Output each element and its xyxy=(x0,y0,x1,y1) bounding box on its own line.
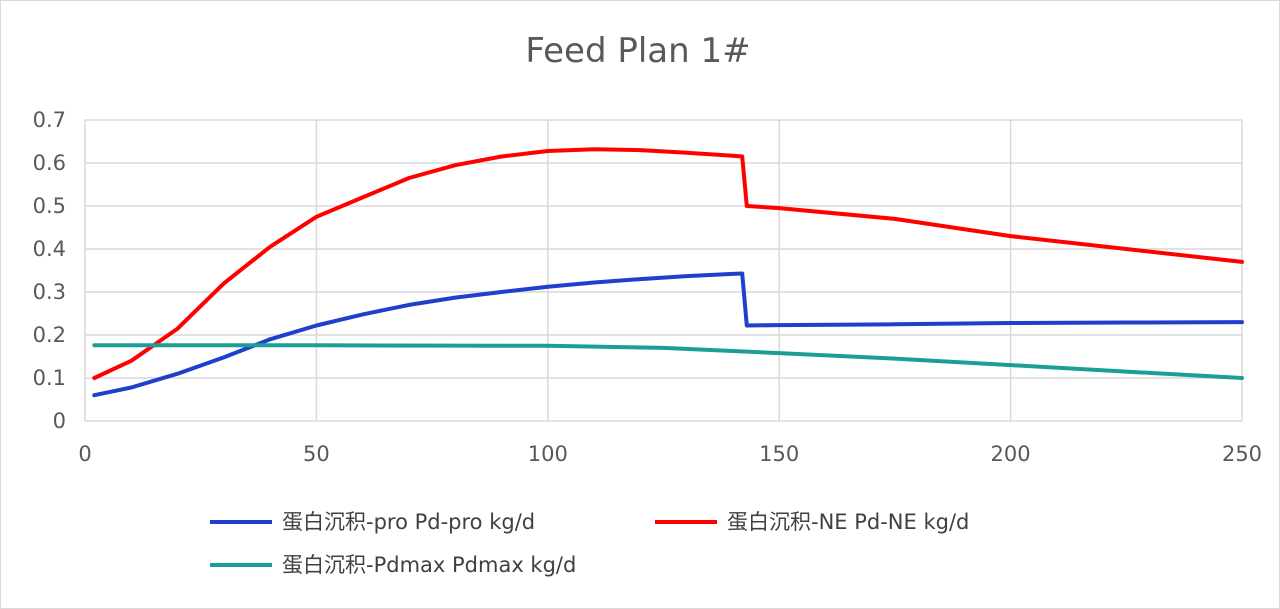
series-layer xyxy=(92,147,1244,398)
series-line-3 xyxy=(92,343,1244,380)
y-tick-label: 0.6 xyxy=(33,151,66,175)
series-line-1 xyxy=(92,271,1244,398)
y-tick-label: 0.7 xyxy=(33,108,66,132)
legend-label-2: 蛋白沉积-NE Pd-NE kg/d xyxy=(727,510,969,534)
tick-labels: 0 0.1 0.2 0.3 0.4 0.5 0.6 0.7 0 50 100 150 200 250 xyxy=(33,108,1262,466)
x-tick-label: 50 xyxy=(303,442,330,466)
legend-label-1: 蛋白沉积-pro Pd-pro kg/d xyxy=(282,510,535,534)
y-tick-label: 0.2 xyxy=(33,323,66,347)
series-line-2 xyxy=(92,147,1244,380)
chart-title: Feed Plan 1# xyxy=(525,31,750,71)
y-tick-label: 0.5 xyxy=(33,194,66,218)
y-tick-label: 0 xyxy=(53,409,66,433)
x-tick-label: 100 xyxy=(528,442,568,466)
legend: 蛋白沉积-pro Pd-pro kg/d 蛋白沉积-NE Pd-NE kg/d 蛋白… xyxy=(210,510,969,577)
x-tick-label: 150 xyxy=(759,442,799,466)
legend-label-3: 蛋白沉积-Pdmax Pdmax kg/d xyxy=(282,553,576,577)
y-tick-label: 0.1 xyxy=(33,366,66,390)
x-tick-label: 0 xyxy=(78,442,91,466)
x-tick-label: 250 xyxy=(1222,442,1262,466)
y-tick-label: 0.4 xyxy=(33,237,66,261)
x-tick-label: 200 xyxy=(991,442,1031,466)
grid xyxy=(84,119,1243,422)
y-tick-label: 0.3 xyxy=(33,280,66,304)
